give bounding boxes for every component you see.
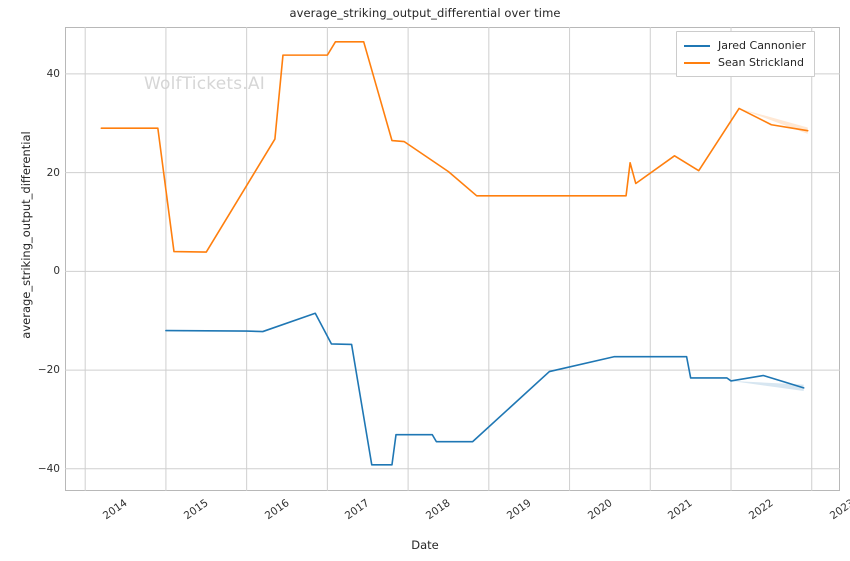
- series-band-1: [739, 108, 808, 134]
- chart-title: average_striking_output_differential ove…: [289, 6, 561, 20]
- y-tick-40: 40: [46, 67, 60, 80]
- series-line-sean-strickland: [100, 41, 809, 253]
- legend-swatch-jared-cannonier: [684, 44, 710, 47]
- legend-label-sean-strickland: Sean Strickland: [718, 56, 805, 69]
- series-line-jared-cannonier: [165, 312, 805, 466]
- y-tick--40: −40: [37, 462, 60, 475]
- gridlines: [65, 27, 840, 491]
- legend-label-jared-cannonier: Jared Cannonier: [718, 39, 806, 52]
- y-axis-tick-labels: 40 20 0 −20 −40: [0, 0, 60, 561]
- legend-item-0[interactable]: Jared Cannonier: [684, 37, 806, 54]
- y-tick-0: 0: [53, 265, 60, 278]
- legend-swatch-sean-strickland: [684, 61, 710, 64]
- y-tick--20: −20: [37, 364, 60, 377]
- legend: Jared Cannonier Sean Strickland: [676, 31, 815, 77]
- series-band-0: [731, 380, 804, 392]
- plot-area: WolfTickets.AI: [65, 27, 840, 491]
- legend-item-1[interactable]: Sean Strickland: [684, 54, 806, 71]
- data-series-layer: [100, 41, 809, 466]
- y-tick-20: 20: [46, 166, 60, 179]
- x-axis-label: Date: [411, 538, 439, 552]
